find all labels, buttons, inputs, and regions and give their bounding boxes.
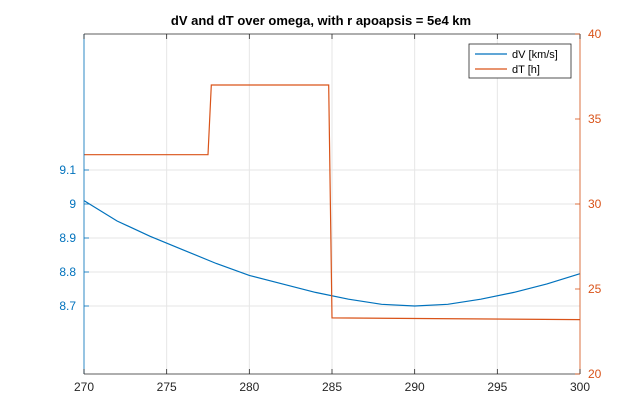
x-tick-label: 270 <box>74 380 94 394</box>
grid <box>83 34 581 374</box>
x-tick-label: 285 <box>322 380 342 394</box>
y-right-tick-label: 20 <box>588 367 602 381</box>
legend-box <box>468 43 572 79</box>
x-tick-label: 275 <box>157 380 177 394</box>
x-tick-label: 295 <box>487 380 507 394</box>
y-left-tick-label: 8.9 <box>59 231 76 245</box>
chart-title: dV and dT over omega, with r apoapsis = … <box>171 13 471 28</box>
y-left-tick-label: 9 <box>69 197 76 211</box>
legend-label-2: dT [h] <box>512 64 540 76</box>
y-right-tick-label: 25 <box>588 282 602 296</box>
x-tick-label: 300 <box>570 380 590 394</box>
legend-label-1: dV [km/s] <box>512 49 558 61</box>
y-left-tick-label: 8.7 <box>59 299 76 313</box>
series-line-2 <box>84 84 581 321</box>
y-right-tick-label: 35 <box>588 112 602 126</box>
legend: dV [km/s] dT [h] <box>468 43 572 79</box>
y-left-tick-label: 9.1 <box>59 163 76 177</box>
x-tick-label: 290 <box>405 380 425 394</box>
y-left-tick-label: 8.8 <box>59 265 76 279</box>
y-right-tick-label: 30 <box>588 197 602 211</box>
y-right-tick-label: 40 <box>588 27 602 41</box>
x-tick-label: 280 <box>239 380 259 394</box>
